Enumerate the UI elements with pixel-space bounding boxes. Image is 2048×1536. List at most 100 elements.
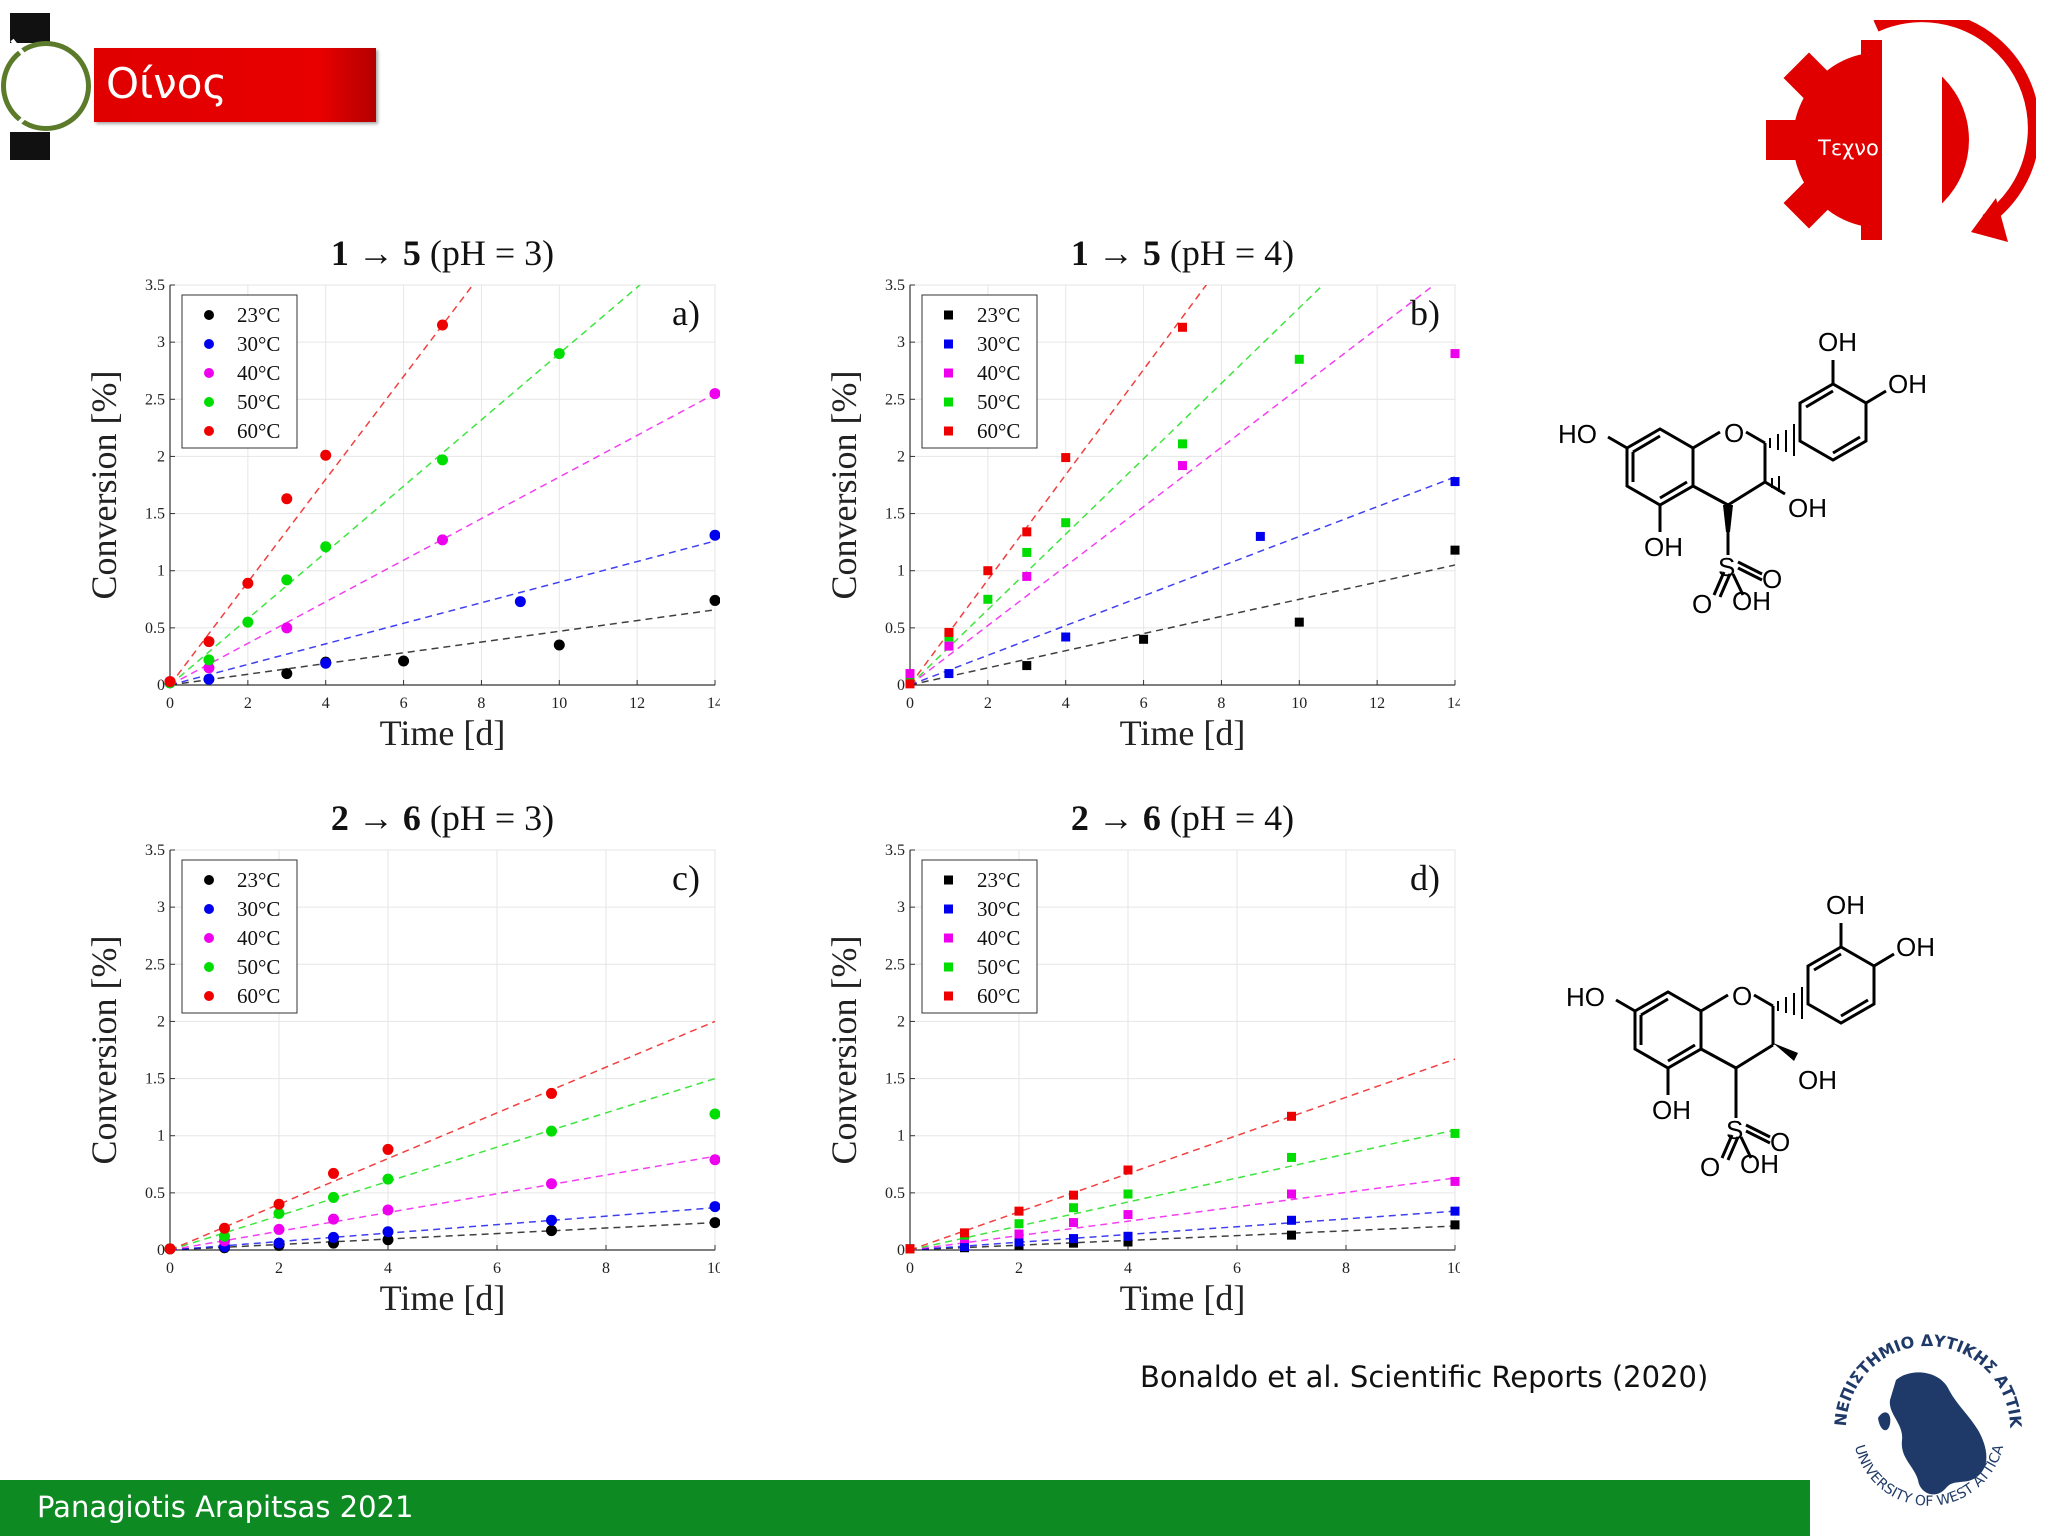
data-point [203,662,215,674]
data-point [1014,1229,1024,1239]
x-tick-label: 8 [1342,1260,1350,1277]
data-point [1061,518,1071,528]
chart-title-part: 1 [1071,233,1089,273]
data-point [273,1207,285,1219]
legend-label: 60°C [237,419,280,443]
panel-label: a) [672,293,700,333]
fit-line-1 [910,476,1455,685]
x-tick-label: 6 [1233,1260,1241,1277]
data-point [281,668,293,680]
footer-bar: Panagiotis Arapitsas 2021 [0,1480,1810,1536]
data-point [546,1214,557,1226]
fit-line-0 [170,609,715,685]
legend-label: 60°C [237,984,280,1008]
data-point [709,529,720,541]
x-tick-label: 8 [477,695,485,712]
data-point [905,669,915,679]
data-point [382,1204,394,1216]
data-point [1123,1189,1133,1199]
data-point [1061,632,1071,642]
x-tick-label: 12 [629,695,645,712]
x-axis-label: Time [d] [1120,713,1246,753]
molecule-structure-1: OH OH HO O OH OH S O O OH [1558,327,1927,619]
chart-title-part: → [1089,798,1143,838]
data-point [164,1243,176,1255]
y-tick-label: 3.5 [145,277,165,294]
mol2-oh-c5: OH [1652,1095,1691,1125]
y-tick-label: 3 [897,899,905,916]
y-tick-label: 2 [157,448,165,465]
chart-title-part: 5 [1143,233,1161,273]
legend-label: 30°C [977,332,1020,356]
data-point [437,534,448,546]
data-point [219,1230,230,1242]
chart-title: 2 → 6 (pH = 3) [331,798,554,838]
data-point [1022,547,1032,557]
legend-box [181,294,298,449]
data-point [1123,1237,1133,1247]
fit-line-0 [910,1225,1455,1250]
data-point [320,449,332,461]
data-point [1178,461,1187,471]
data-point [1139,634,1149,644]
data-point [320,657,332,669]
page-title: Οίνος [106,59,228,108]
data-point [437,319,448,331]
legend-marker [944,875,953,885]
data-point [709,388,720,400]
data-point [219,1222,230,1234]
y-tick-label: 2.5 [885,391,905,408]
circle-logo-icon [1,13,91,160]
y-axis-label: Conversion [%] [824,936,864,1165]
data-point [553,639,565,651]
x-tick-label: 0 [166,695,174,712]
data-point [1450,1220,1460,1230]
data-point [1178,439,1187,449]
data-point [709,1108,720,1120]
fit-line-4 [910,1058,1455,1250]
data-point [709,1217,720,1229]
data-point [1287,1152,1296,1162]
data-point [905,679,915,689]
y-tick-label: 3 [157,334,165,351]
legend-marker [944,904,953,914]
data-point [983,566,993,576]
chart-title-part: → [349,798,403,838]
data-point [709,594,720,606]
y-tick-label: 0 [897,677,905,694]
x-tick-label: 4 [384,1260,392,1277]
y-axis-label: Conversion [%] [84,936,124,1165]
y-tick-label: 0 [897,1242,905,1259]
chart-b: 0 2 4 6 8 10 12 14 0 0.5 1 1.5 2 2.5 3 3.5 Time [d] Conve… [824,233,1460,753]
data-point [273,1198,285,1210]
data-point [203,636,215,648]
mol2-ho-left: HO [1566,982,1605,1012]
y-tick-label: 1 [157,563,165,580]
mol1-oxo-right: O [1762,564,1782,594]
y-tick-label: 2.5 [145,956,165,973]
mol2-oh-c3: OH [1798,1065,1837,1095]
legend-label: 60°C [977,419,1020,443]
x-tick-label: 10 [1291,695,1307,712]
x-tick-label: 10 [551,695,567,712]
data-point [320,541,332,553]
legend-marker [944,426,953,436]
data-point [1123,1210,1133,1220]
data-point [546,1087,557,1099]
legend-label: 23°C [237,868,280,892]
x-tick-label: 0 [906,695,914,712]
data-point [546,1125,557,1137]
chart-title-part: 6 [403,798,421,838]
data-point [709,1201,720,1213]
data-point [281,493,293,505]
data-point [328,1191,339,1203]
y-axis-label: Conversion [%] [824,371,864,600]
legend-marker [204,991,214,1001]
chart-d: 0 2 4 6 8 10 0 0.5 1 1.5 2 2.5 3 3.5 Time [d] Conversio… [824,798,1460,1318]
y-tick-label: 3.5 [885,842,905,859]
y-tick-label: 3.5 [145,842,165,859]
data-point [328,1231,339,1243]
data-point [273,1237,285,1249]
x-tick-label: 8 [602,1260,610,1277]
data-point [382,1226,394,1238]
